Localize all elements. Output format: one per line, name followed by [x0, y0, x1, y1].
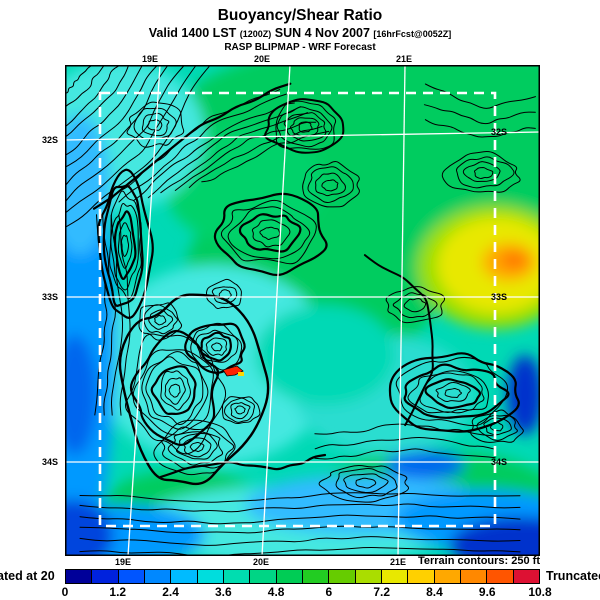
- colorbar-tick: 8.4: [426, 585, 443, 599]
- colorbar-tick: 6: [325, 585, 333, 599]
- colorbar-tick: 2.4: [162, 585, 179, 599]
- colorbar-segment: [223, 570, 251, 583]
- lon-label-top-20e: 20E: [253, 54, 271, 64]
- lat-label-left-32s: 32S: [41, 135, 58, 145]
- colorbar-segment: [513, 570, 539, 583]
- lon-label-bottom-20e: 20E: [252, 557, 270, 567]
- model-line: RASP BLIPMAP - WRF Forecast: [224, 42, 376, 53]
- lat-label-left-33s: 33S: [41, 292, 58, 302]
- colorbar-tick: 1.2: [109, 585, 127, 599]
- colorbar-tick: 3.6: [214, 585, 232, 599]
- valid-time-zulu: (1200Z): [239, 29, 272, 39]
- lon-label-top-21e: 21E: [395, 54, 413, 64]
- colorbar-segment: [250, 570, 277, 583]
- colorbar-segment: [197, 570, 224, 583]
- colorbar-segment: [171, 570, 198, 583]
- map-canvas: [65, 65, 540, 556]
- colorbar-segment: [408, 570, 435, 583]
- colorbar-segment: [329, 570, 356, 583]
- lon-label-bottom-19e: 19E: [114, 557, 132, 567]
- lon-label-bottom-21e: 21E: [389, 557, 407, 567]
- lat-label-left-34s: 34S: [41, 457, 58, 467]
- colorbar-tick: 10.8: [528, 585, 552, 599]
- colorbar-segment: [118, 570, 145, 583]
- colorbar-segment: [487, 570, 514, 583]
- lat-label-right-33s: 33S: [491, 292, 508, 302]
- colorbar-segment: [92, 570, 119, 583]
- colorbar-segment: [434, 570, 461, 583]
- colorbar-segment: [144, 570, 172, 583]
- colorbar-segment: [66, 570, 93, 583]
- lat-label-right-34s: 34S: [491, 457, 508, 467]
- right-truncated-text: Truncatec: [546, 569, 600, 583]
- colorbar-tick: 4.8: [267, 585, 285, 599]
- left-truncated-text: ated at 20: [0, 569, 55, 583]
- valid-time-date: SUN 4 Nov 2007: [271, 26, 374, 40]
- colorbar-segment: [355, 570, 382, 583]
- colorbar-tick: 9.6: [478, 585, 496, 599]
- colorbar-segment: [381, 570, 409, 583]
- chart-title: Buoyancy/Shear Ratio: [217, 7, 383, 24]
- valid-time-line: Valid 1400 LST (1200Z) SUN 4 Nov 2007 [1…: [0, 26, 600, 40]
- colorbar: [65, 569, 540, 584]
- lon-label-top-19e: 19E: [141, 54, 159, 64]
- colorbar-tick: 7.2: [373, 585, 391, 599]
- valid-time-prefix: Valid 1400 LST: [148, 26, 240, 40]
- colorbar-tick: 0: [61, 585, 69, 599]
- forecast-map: [65, 65, 540, 556]
- colorbar-segment: [302, 570, 330, 583]
- colorbar-segment: [460, 570, 488, 583]
- colorbar-segment: [276, 570, 303, 583]
- lat-label-right-32s: 32S: [491, 127, 508, 137]
- forecast-cycle-tag: [16hrFcst@0052Z]: [373, 29, 452, 39]
- terrain-contours-note: Terrain contours: 250 ft: [417, 555, 540, 567]
